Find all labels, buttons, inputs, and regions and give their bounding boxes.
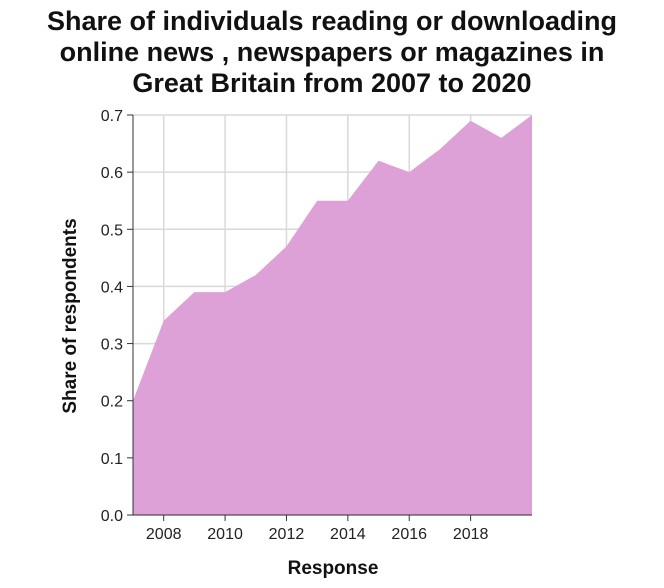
y-tick-label: 0.0 [101, 508, 123, 525]
y-tick-label: 0.2 [101, 394, 123, 411]
y-tick-label: 0.4 [101, 279, 123, 296]
x-tick-label: 2014 [330, 526, 366, 543]
x-tick-label: 2016 [391, 526, 427, 543]
x-tick-label: 2010 [207, 526, 243, 543]
x-axis-label: Response [288, 558, 379, 579]
x-tick-label: 2018 [453, 526, 489, 543]
chart-title-line-1: Share of individuals reading or download… [46, 6, 618, 36]
chart-title-line-2: online news , newspapers or magazines in [59, 37, 605, 67]
y-axis-ticks: 0.0 0.1 0.2 0.3 0.4 0.5 0.6 0.7 [101, 108, 133, 525]
area-fill [133, 115, 532, 515]
x-tick-label: 2008 [146, 526, 182, 543]
y-tick-label: 0.5 [101, 222, 123, 239]
y-axis-label: Share of respondents [60, 218, 81, 413]
y-tick-label: 0.7 [101, 108, 123, 125]
x-axis-ticks: 2008 2010 2012 2014 2016 2018 [146, 515, 489, 543]
axes [132, 115, 532, 516]
y-tick-label: 0.6 [101, 165, 123, 182]
y-tick-label: 0.3 [101, 337, 123, 354]
series-area [133, 115, 532, 515]
y-tick-label: 0.1 [101, 451, 123, 468]
chart-title-line-3: Great Britain from 2007 to 2020 [132, 68, 532, 98]
x-tick-label: 2012 [269, 526, 305, 543]
chart-title: Share of individuals reading or download… [0, 6, 664, 99]
